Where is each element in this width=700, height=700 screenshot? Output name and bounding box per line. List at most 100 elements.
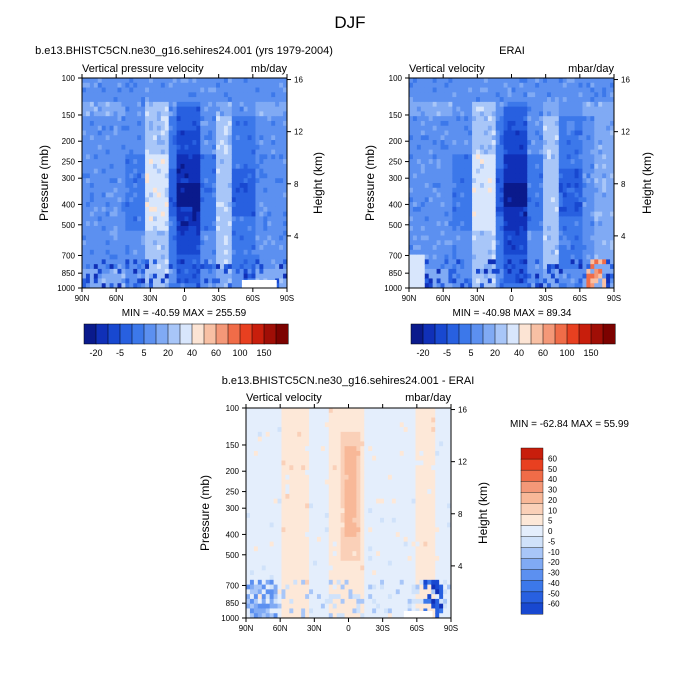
field-cell [160,178,166,184]
field-cell [239,206,245,213]
field-cell [156,249,162,256]
field-cell [251,168,256,174]
field-cell [212,163,217,170]
field-cell [519,273,524,279]
field-cell [243,159,249,165]
field-cell [582,78,587,84]
field-cell [261,446,267,452]
field-cell [101,78,107,84]
field-cell [160,87,166,93]
field-cell [476,106,481,112]
field-cell [507,249,512,256]
field-cell [499,273,505,279]
field-cell [558,264,564,270]
field-cell [452,135,457,141]
field-cell [200,78,205,84]
field-cell [424,87,430,93]
field-cell [156,154,162,160]
field-cell [113,230,118,236]
field-cell [610,101,614,108]
field-cell [456,130,461,136]
field-cell [511,283,516,288]
field-cell [247,97,253,103]
field-cell [574,163,580,170]
field-cell [109,235,115,241]
field-cell [460,140,465,146]
field-cell [141,273,146,279]
field-cell [472,92,477,98]
field-cell [464,111,469,117]
field-cell [204,178,209,184]
field-cell [420,144,426,151]
field-cell [105,168,111,174]
field-cell [145,211,150,217]
field-cell [440,101,445,108]
field-cell [598,216,603,222]
field-cell [543,197,548,203]
field-cell [582,278,587,284]
field-cell [231,92,237,98]
field-cell [476,254,481,260]
field-cell [452,82,457,89]
field-cell [283,120,287,127]
field-cell [113,183,118,189]
colorbar-swatch [239,323,253,345]
field-cell [145,259,150,265]
field-cell [257,517,263,524]
field-cell [550,159,556,165]
field-cell [101,116,107,122]
field-cell [156,192,162,198]
field-cell [495,82,501,89]
field-cell [271,216,276,222]
field-cell [578,206,583,213]
field-cell [495,278,501,284]
field-cell [251,183,256,189]
field-cell [251,144,256,151]
field-cell [265,465,271,471]
field-cell [546,163,552,170]
field-cell [93,135,99,141]
field-cell [85,192,91,198]
field-cell [566,120,572,127]
field-cell [243,197,249,203]
field-cell [495,178,501,184]
field-cell [259,221,264,227]
field-cell [503,159,509,165]
field-cell [456,101,461,108]
field-cell [412,116,418,122]
field-cell [223,130,229,136]
field-cell [275,235,280,241]
field-cell [117,135,122,141]
field-cell [566,149,572,155]
field-cell [539,254,544,260]
field-cell [420,202,426,208]
field-cell [503,206,509,213]
field-cell [436,120,442,127]
field-cell [456,163,461,170]
field-cell [412,183,418,189]
field-cell [133,140,138,146]
field-cell [550,154,556,160]
field-cell [208,183,213,189]
field-cell [82,264,87,270]
field-cell [129,259,134,265]
field-cell [546,268,552,275]
field-cell [255,259,260,265]
field-cell [109,116,115,122]
field-cell [511,173,516,179]
field-cell [184,130,189,136]
field-cell [235,149,241,155]
field-cell [160,192,166,198]
field-cell [105,264,111,270]
field-cell [164,259,170,265]
field-cell [180,268,185,275]
field-cell [246,498,251,504]
field-cell [249,536,255,543]
field-cell [586,149,591,155]
field-cell [491,97,497,103]
field-cell [149,249,154,256]
field-cell [523,149,528,155]
field-cell [483,183,489,189]
field-cell [251,225,256,232]
field-cell [523,235,528,241]
